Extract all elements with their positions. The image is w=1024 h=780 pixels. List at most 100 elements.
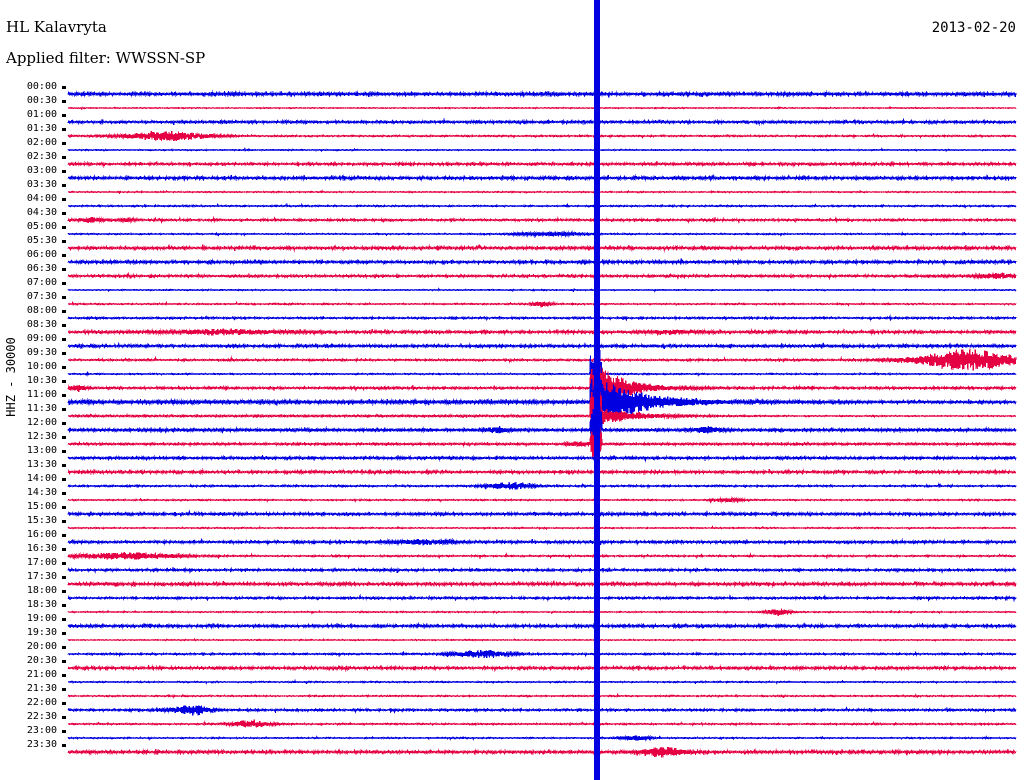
seismic-trace <box>67 348 1017 371</box>
time-axis-label: 12:30 <box>26 431 57 442</box>
seismic-trace <box>67 230 1017 238</box>
trace-row: 23:30 <box>0 740 1024 759</box>
trace-row: 07:00 <box>0 278 1024 297</box>
time-axis-label: 10:30 <box>26 375 57 386</box>
time-axis-label: 18:30 <box>26 599 57 610</box>
seismic-trace <box>67 580 1017 588</box>
trace-row: 18:00 <box>0 586 1024 605</box>
axis-tick <box>62 212 66 215</box>
axis-tick <box>62 646 66 649</box>
seismic-trace <box>67 734 1017 742</box>
seismic-trace <box>67 481 1017 491</box>
trace-row: 12:00 <box>0 405 1024 455</box>
trace-row: 18:30 <box>0 600 1024 619</box>
time-axis-label: 22:30 <box>26 711 57 722</box>
seismic-trace <box>67 719 1017 728</box>
axis-tick <box>62 730 66 733</box>
trace-row: 00:30 <box>0 96 1024 115</box>
seismic-trace <box>67 405 1017 455</box>
seismic-trace <box>67 202 1017 209</box>
seismic-trace <box>67 509 1017 518</box>
trace-row: 22:30 <box>0 712 1024 731</box>
axis-tick <box>62 338 66 341</box>
trace-row: 13:30 <box>0 460 1024 479</box>
trace-row: 06:30 <box>0 264 1024 283</box>
trace-row: 14:00 <box>0 474 1024 493</box>
seismic-trace <box>67 287 1017 293</box>
axis-tick <box>62 492 66 495</box>
axis-tick <box>62 660 66 663</box>
time-axis-label: 04:30 <box>26 207 57 218</box>
seismic-trace <box>67 300 1017 308</box>
helicorder-plot: 00:00 00:30 01:00 01:30 02:00 02:30 03:00 03:30… <box>0 82 1024 774</box>
trace-row: 05:00 <box>0 222 1024 241</box>
time-axis-label: 09:30 <box>26 347 57 358</box>
seismic-trace <box>67 117 1017 127</box>
axis-tick <box>62 156 66 159</box>
time-axis-label: 01:30 <box>26 123 57 134</box>
axis-tick <box>62 114 66 117</box>
time-axis-label: 08:00 <box>26 305 57 316</box>
trace-row: 16:00 <box>0 530 1024 549</box>
axis-tick <box>62 394 66 397</box>
seismic-trace <box>67 705 1017 716</box>
seismic-trace <box>67 427 1017 463</box>
time-axis-label: 03:30 <box>26 179 57 190</box>
time-axis-label: 16:30 <box>26 543 57 554</box>
axis-tick <box>62 128 66 131</box>
seismic-trace <box>67 746 1017 758</box>
time-axis-label: 20:00 <box>26 641 57 652</box>
time-axis-label: 22:00 <box>26 697 57 708</box>
seismic-trace <box>67 622 1017 630</box>
axis-tick <box>62 324 66 327</box>
trace-row: 15:00 <box>0 502 1024 521</box>
trace-row: 01:00 <box>0 110 1024 129</box>
axis-tick <box>62 352 66 355</box>
axis-tick <box>62 198 66 201</box>
time-axis-label: 17:30 <box>26 571 57 582</box>
record-date: 2013-02-20 <box>931 20 1016 36</box>
trace-row: 09:30 <box>0 348 1024 371</box>
axis-tick <box>62 506 66 509</box>
trace-row: 10:30 <box>0 363 1024 413</box>
seismic-trace <box>67 649 1017 659</box>
axis-tick <box>62 240 66 243</box>
seismic-trace <box>67 678 1017 685</box>
vertical-time-marker <box>594 0 600 780</box>
axis-tick <box>62 142 66 145</box>
seismic-trace <box>67 608 1017 616</box>
trace-row: 08:30 <box>0 320 1024 339</box>
seismic-trace <box>67 243 1017 253</box>
trace-row: 04:00 <box>0 194 1024 213</box>
time-axis-label: 21:30 <box>26 683 57 694</box>
trace-row: 09:00 <box>0 334 1024 353</box>
seismic-trace <box>67 90 1017 99</box>
axis-tick <box>62 576 66 579</box>
trace-row: 10:00 <box>0 349 1024 399</box>
time-axis-label: 14:00 <box>26 473 57 484</box>
trace-row: 12:30 <box>0 427 1024 463</box>
seismic-trace <box>67 258 1017 266</box>
axis-tick <box>62 436 66 439</box>
time-axis-label: 23:00 <box>26 725 57 736</box>
axis-tick <box>62 590 66 593</box>
trace-row: 04:30 <box>0 208 1024 227</box>
time-axis-label: 00:30 <box>26 95 57 106</box>
time-axis-label: 06:30 <box>26 263 57 274</box>
time-axis-label: 15:00 <box>26 501 57 512</box>
time-axis-label: 13:00 <box>26 445 57 456</box>
seismic-trace <box>67 341 1017 350</box>
trace-row: 21:30 <box>0 684 1024 703</box>
axis-tick <box>62 548 66 551</box>
time-axis-label: 21:00 <box>26 669 57 680</box>
seismic-trace <box>67 551 1017 560</box>
seismic-trace <box>67 637 1017 643</box>
time-axis-label: 17:00 <box>26 557 57 568</box>
axis-tick <box>62 478 66 481</box>
seismic-trace <box>67 537 1017 546</box>
trace-row: 08:00 <box>0 306 1024 325</box>
axis-tick <box>62 674 66 677</box>
time-axis-label: 03:00 <box>26 165 57 176</box>
time-axis-label: 04:00 <box>26 193 57 204</box>
time-axis-label: 07:00 <box>26 277 57 288</box>
